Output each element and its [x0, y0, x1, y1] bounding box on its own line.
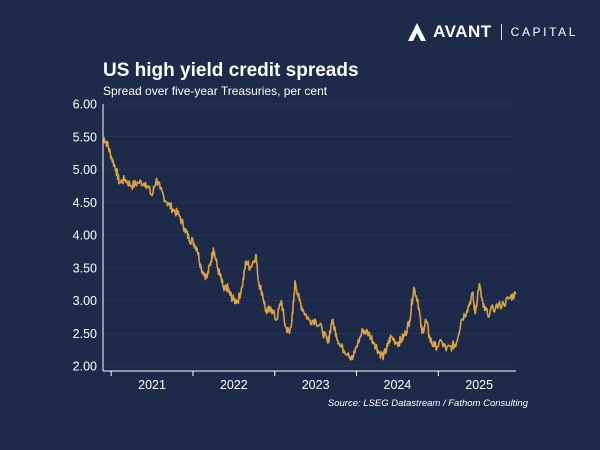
y-tick-label: 4.50	[73, 196, 97, 210]
x-tick-label: 2025	[465, 378, 493, 392]
chart-title: US high yield credit spreads	[103, 60, 359, 81]
avant-logo-icon	[408, 23, 427, 41]
chart-source: Source: LSEG Datastream / Fathom Consult…	[327, 398, 528, 409]
x-tick-label: 2021	[138, 378, 166, 392]
brand-name: AVANT	[433, 22, 492, 41]
y-tick-label: 5.50	[73, 130, 97, 144]
brand-divider	[500, 24, 502, 40]
series-layer	[102, 136, 517, 361]
y-tick-label: 3.50	[73, 261, 97, 275]
axis-layer: 2.00 2.50 3.00 3.50 4.00 4.50 5.00 5.50 6.00 2021…	[73, 98, 516, 392]
x-tick-label: 2024	[384, 378, 412, 392]
y-tick-label: 4.00	[73, 229, 97, 243]
x-tick-label: 2023	[302, 378, 330, 392]
x-tick-label: 2022	[220, 378, 248, 392]
grid-layer	[103, 103, 516, 367]
y-tick-label: 5.00	[73, 163, 97, 177]
brand-sub: CAPITAL	[510, 25, 578, 39]
series-line-0	[102, 136, 517, 361]
y-tick-label: 2.50	[73, 327, 97, 341]
brand-logo: AVANT CAPITAL	[407, 22, 578, 42]
y-tick-label: 2.00	[73, 360, 97, 374]
chart-subtitle: Spread over five-year Treasuries, per ce…	[103, 84, 328, 98]
y-tick-label: 6.00	[73, 98, 97, 112]
y-tick-label: 3.00	[73, 294, 97, 308]
